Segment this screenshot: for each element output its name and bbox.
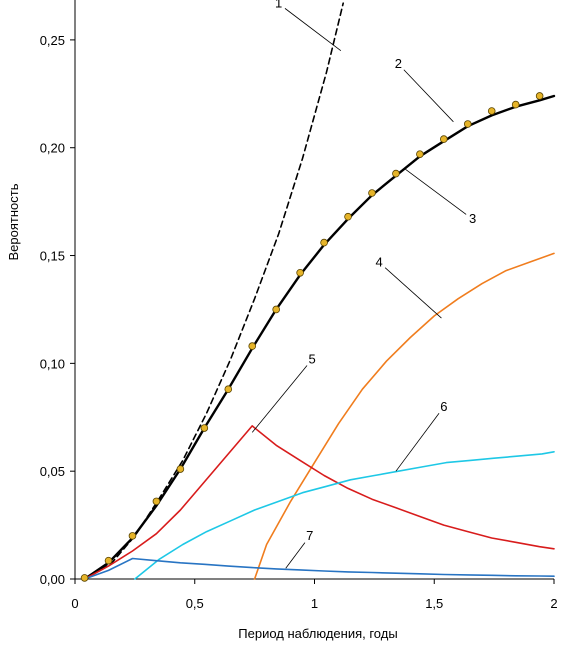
series-4-label: 4 [376, 254, 383, 269]
series-1-label: 1 [275, 0, 282, 11]
series-5-leader-line [251, 365, 308, 433]
y-tick-label-0: 0,00 [40, 572, 65, 587]
series-7-label: 7 [306, 528, 313, 543]
series-2-point-8 [272, 305, 280, 314]
series-6-line [134, 450, 555, 580]
curves [83, 2, 556, 581]
x-tick-label-4: 2 [550, 596, 557, 611]
y-tick-label-5: 0,25 [40, 33, 65, 48]
series-1-leader-line [284, 8, 342, 51]
y-tick-label-4: 0,20 [40, 141, 65, 156]
series-7-leader-line [285, 542, 306, 569]
series-2-point-2 [128, 532, 137, 540]
x-axis-label: Период наблюдения, годы [238, 626, 397, 641]
series-2-point-7 [248, 342, 257, 350]
series-2-point-6 [224, 385, 233, 394]
series-2-point-15 [440, 135, 448, 143]
y-tick-label-1: 0,05 [40, 464, 65, 479]
series-2-leader-line [403, 69, 454, 123]
series-6-label: 6 [440, 399, 447, 414]
series-2-point-1 [104, 556, 113, 565]
x-tick-label-0: 0 [71, 596, 78, 611]
series-2-point-19 [535, 92, 544, 100]
series-6-leader-line [395, 412, 440, 472]
y-axis-label: Вероятность [6, 183, 21, 260]
axes: 0,00 0,05 0,10 0,15 0,20 0,25 0 0,5 1 1,5 2 [40, 0, 558, 611]
series-2-point-0 [80, 574, 89, 582]
curve-labels: 1 3 2 4 5 6 7 [251, 0, 476, 569]
y-tick-label-2: 0,10 [40, 356, 65, 371]
marker-points [80, 92, 544, 582]
series-3-line [83, 94, 556, 581]
series-4-line [253, 252, 555, 580]
series-2-point-3 [152, 497, 161, 506]
series-2-point-13 [392, 169, 400, 178]
y-tick-label-3: 0,15 [40, 249, 65, 264]
series-2-point-5 [200, 424, 209, 432]
series-5-line [83, 425, 555, 580]
series-2-point-16 [463, 120, 472, 128]
series-3-leader-line [405, 168, 467, 215]
series-2-point-17 [487, 107, 496, 115]
series-2-point-12 [368, 189, 376, 197]
series-7-line [83, 557, 555, 580]
x-tick-label-2: 1 [311, 596, 318, 611]
series-4-leader-line [384, 267, 442, 319]
series-2-point-18 [511, 100, 520, 109]
series-2-label: 2 [395, 56, 402, 71]
series-2-point-11 [344, 212, 352, 221]
series-2-point-14 [416, 150, 424, 158]
x-tick-label-1: 0,5 [186, 596, 204, 611]
series-2-point-9 [296, 268, 304, 277]
series-3-label: 3 [469, 211, 476, 226]
series-5-label: 5 [308, 351, 315, 366]
x-tick-label-3: 1,5 [425, 596, 443, 611]
series-2-point-4 [176, 465, 185, 473]
series-2-point-10 [320, 238, 328, 247]
